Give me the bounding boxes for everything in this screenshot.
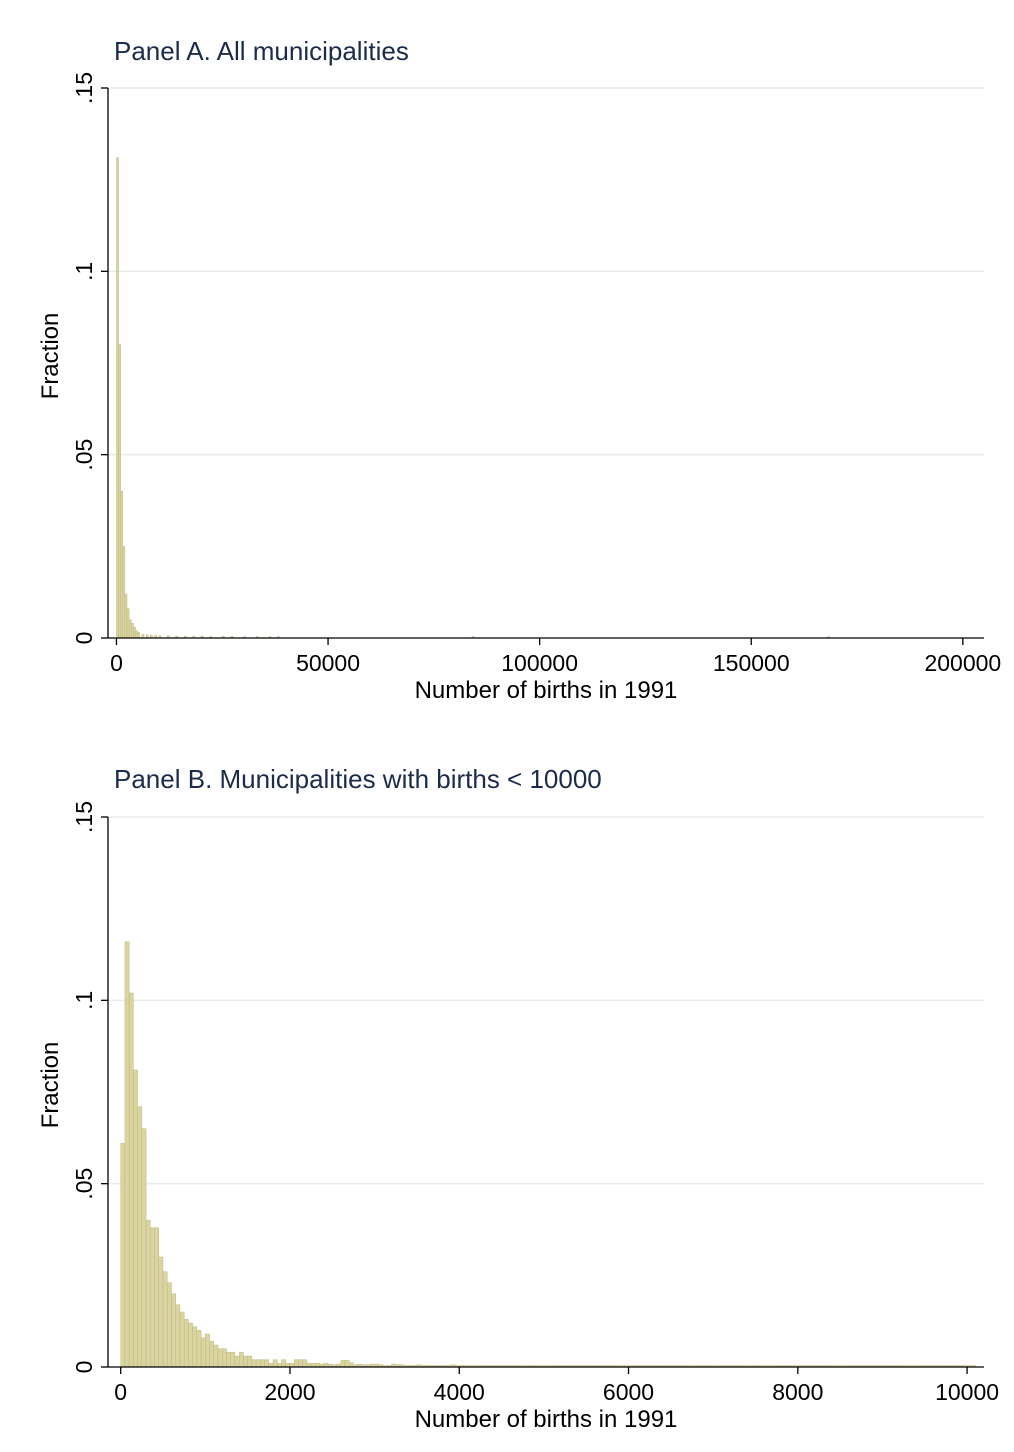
panel-b-bar — [209, 1341, 214, 1368]
panel-b-bar — [238, 1352, 244, 1368]
panel-b: Panel B. Municipalities with births < 10… — [37, 764, 999, 1433]
panel-b-bar — [179, 1311, 185, 1368]
panel-b-x-axis-title: Number of births in 1991 — [415, 1406, 678, 1433]
panel-a-y-ticks: 0 .05 .1 .15 — [71, 72, 108, 644]
panel-a-y-tick-label: .05 — [71, 439, 97, 471]
panel-b-bar — [222, 1348, 227, 1368]
panel-a-bar — [128, 619, 132, 639]
panel-a-bar — [126, 608, 130, 639]
panel-b-title: Panel B. Municipalities with births < 10… — [114, 764, 602, 794]
panel-a-bar — [116, 157, 119, 639]
panel-a-x-tick-label: 200000 — [924, 650, 1001, 676]
panel-b-y-tick-label: 0 — [71, 1361, 97, 1374]
panel-b-bar — [154, 1227, 159, 1368]
panel-b-bar — [205, 1333, 210, 1368]
panel-b-bar — [167, 1282, 172, 1368]
panel-b-bar — [162, 1271, 168, 1368]
panel-b-bar — [340, 1360, 346, 1368]
panel-a-x-axis-title: Number of births in 1991 — [415, 677, 678, 704]
panel-b-x-tick-label: 10000 — [935, 1379, 999, 1405]
panel-b-bar — [200, 1337, 206, 1368]
panel-b-y-tick-label: .15 — [71, 801, 97, 833]
panel-b-bar — [247, 1355, 253, 1368]
panel-a-bar — [135, 630, 138, 639]
panel-b-bar — [294, 1359, 299, 1368]
panel-b-x-ticks: 0 2000 4000 6000 8000 10000 — [114, 1367, 999, 1405]
panel-a-y-tick-label: .1 — [71, 262, 97, 281]
panel-b-x-tick-label: 6000 — [603, 1379, 654, 1405]
panel-b-bar — [272, 1359, 278, 1368]
panel-a-bar — [133, 626, 136, 639]
panel-b-bar — [171, 1293, 176, 1368]
panel-a-bar — [122, 546, 126, 639]
panel-b-x-tick-label: 4000 — [434, 1379, 485, 1405]
panel-b-y-tick-label: .1 — [71, 991, 97, 1010]
panel-b-bar — [344, 1360, 350, 1368]
panel-b-bar — [124, 941, 130, 1368]
panel-b-bar — [120, 1143, 126, 1368]
panel-b-bar — [145, 1220, 151, 1368]
panel-a-bar — [131, 623, 134, 639]
panel-b-y-axis-title: Fraction — [37, 1042, 64, 1129]
panel-b-bar — [217, 1348, 223, 1368]
panel-b-bar — [141, 1128, 147, 1368]
panel-b-bar — [349, 1362, 354, 1368]
panel-b-bar — [281, 1359, 286, 1368]
panel-a-title: Panel A. All municipalities — [114, 36, 409, 66]
panel-b-bar — [234, 1355, 240, 1368]
panel-a-grid — [108, 87, 984, 456]
panel-b-bar — [175, 1304, 181, 1368]
panel-b-bar — [302, 1359, 308, 1368]
panel-a-bar — [120, 491, 124, 639]
panel-b-bar — [133, 1069, 138, 1368]
panel-a-bars — [116, 157, 830, 639]
panel-b-bar — [188, 1322, 193, 1368]
panel-b-bar — [264, 1359, 270, 1368]
panel-b-bars — [120, 941, 976, 1368]
panel-b-bar — [183, 1319, 189, 1368]
panel-b-y-ticks: 0 .05 .1 .15 — [71, 801, 108, 1373]
panel-b-bar — [158, 1256, 164, 1368]
panel-a-bar — [118, 344, 121, 639]
panel-b-x-tick-label: 8000 — [772, 1379, 823, 1405]
panel-b-x-tick-label: 0 — [114, 1379, 127, 1405]
panel-a: Panel A. All municipalities 0 .05 .1 .15 0 5… — [37, 36, 1001, 704]
panel-b-bar — [196, 1330, 202, 1368]
panel-b-bar — [243, 1355, 248, 1368]
panel-b-grid — [108, 816, 984, 1185]
panel-a-bar — [137, 632, 140, 639]
panel-a-x-tick-label: 50000 — [296, 650, 360, 676]
panel-a-y-tick-label: .15 — [71, 72, 97, 104]
panel-a-x-ticks: 0 50000 100000 150000 200000 — [110, 638, 1001, 676]
panel-b-bar — [255, 1359, 261, 1368]
panel-b-bar — [226, 1352, 231, 1368]
panel-a-x-tick-label: 0 — [110, 650, 123, 676]
panel-b-bar — [298, 1359, 303, 1368]
panel-a-x-tick-label: 150000 — [713, 650, 790, 676]
panel-b-y-tick-label: .05 — [71, 1168, 97, 1200]
panel-b-bar — [230, 1352, 236, 1368]
panel-b-bar — [251, 1359, 257, 1368]
panel-b-bar — [128, 992, 134, 1368]
panel-a-x-tick-label: 100000 — [501, 650, 578, 676]
panel-b-x-tick-label: 2000 — [264, 1379, 315, 1405]
panel-a-y-tick-label: 0 — [71, 632, 97, 645]
panel-b-bar — [213, 1344, 219, 1368]
panel-b-bar — [150, 1227, 155, 1368]
panel-b-bar — [260, 1359, 265, 1368]
panel-a-y-axis-title: Fraction — [37, 313, 64, 400]
panel-b-bar — [137, 1106, 143, 1368]
panel-b-bar — [192, 1326, 198, 1368]
panel-a-bar — [124, 593, 128, 639]
